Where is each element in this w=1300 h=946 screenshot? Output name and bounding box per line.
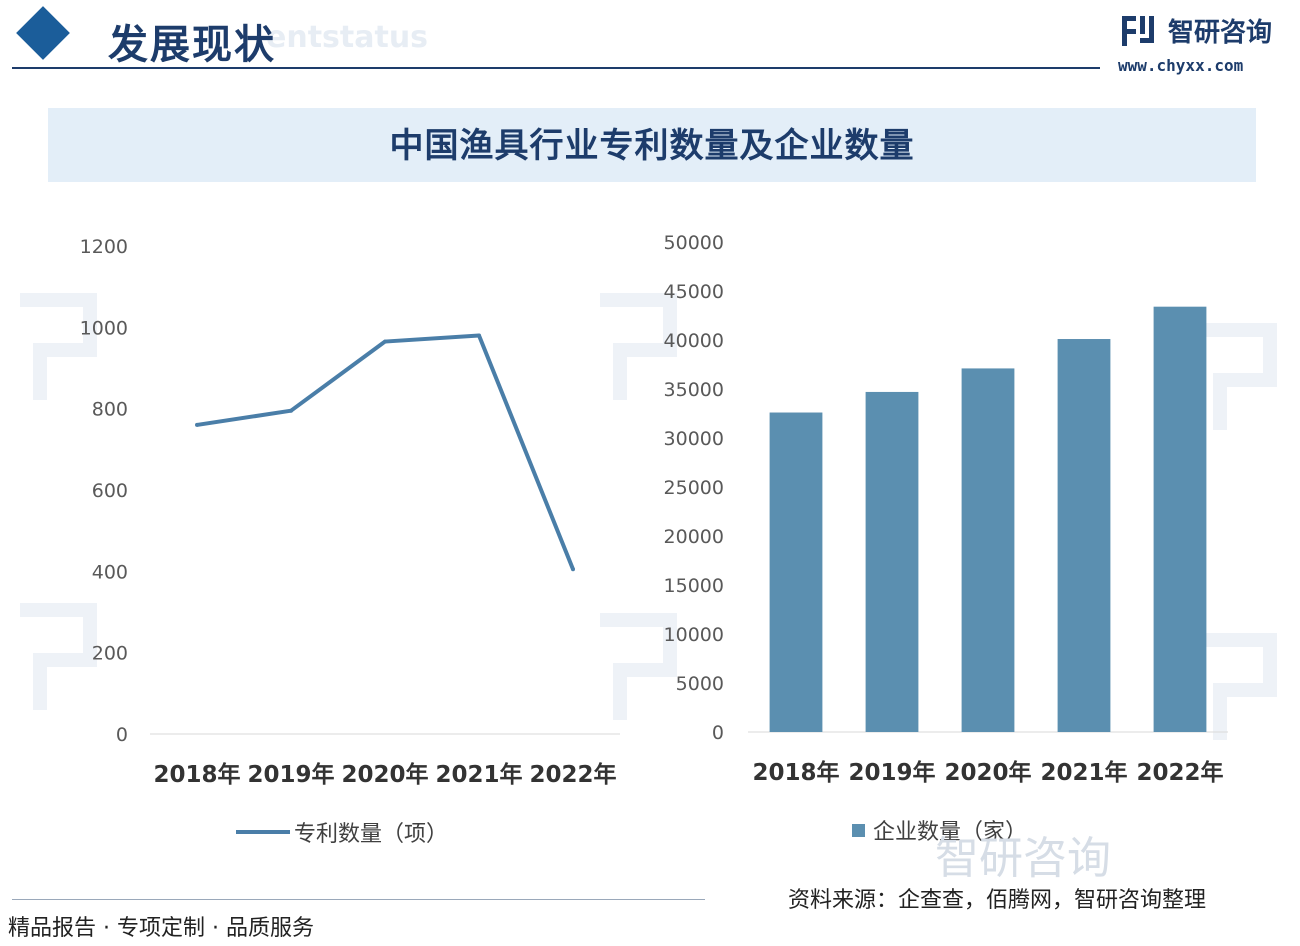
line-y-tick-label: 0	[116, 724, 128, 746]
bar-legend: 企业数量（家）	[852, 814, 1027, 846]
section-title: 发展现状	[108, 22, 276, 68]
bar-legend-swatch	[852, 823, 865, 837]
line-x-tick-label: 2019年	[247, 761, 334, 788]
line-legend-label: 专利数量（项）	[294, 822, 449, 847]
line-y-tick-label: 200	[92, 643, 128, 665]
header-divider	[12, 67, 1100, 69]
footer-watermark: 智研咨询	[935, 833, 1111, 884]
line-x-tick-label: 2021年	[435, 761, 522, 788]
bar-y-tick-label: 5000	[676, 673, 724, 695]
line-legend: 专利数量（项）	[236, 816, 448, 848]
brand-name: 智研咨询	[1168, 18, 1273, 48]
header-ghost-text: entstatus	[266, 20, 429, 55]
bar-y-tick-label: 0	[712, 722, 724, 744]
bar-x-tick-label: 2018年	[752, 759, 839, 786]
line-x-tick-label: 2022年	[529, 761, 616, 788]
brand-url: www.chyxx.com	[1118, 56, 1244, 75]
enterprise-count-bar	[1153, 306, 1207, 732]
bar-y-tick-label: 35000	[664, 379, 724, 401]
line-legend-swatch	[236, 830, 290, 834]
bar-y-tick-label: 10000	[664, 624, 724, 646]
patent-count-point	[289, 408, 293, 413]
line-y-tick-label: 1000	[80, 317, 128, 339]
bar-y-tick-label: 20000	[664, 526, 724, 548]
brand-logo: 智研咨询 www.chyxx.com	[1118, 12, 1272, 75]
bar-y-tick-label: 30000	[664, 428, 724, 450]
enterprise-count-bar	[865, 391, 919, 732]
bar-y-tick-label: 40000	[664, 330, 724, 352]
title-band	[48, 108, 1256, 182]
patent-count-point	[195, 422, 199, 427]
enterprise-count-bar	[961, 368, 1015, 732]
chart-title: 中国渔具行业专利数量及企业数量	[389, 126, 915, 166]
line-y-tick-label: 400	[92, 561, 128, 583]
line-y-tick-label: 1200	[80, 236, 128, 258]
bar-y-tick-label: 15000	[664, 575, 724, 597]
data-source: 资料来源：企查查，佰腾网，智研咨询整理	[788, 888, 1207, 913]
footer-divider	[12, 899, 705, 900]
bar-y-tick-label: 50000	[664, 232, 724, 254]
bar-x-tick-label: 2020年	[944, 759, 1031, 786]
patent-count-line	[196, 333, 575, 571]
patent-count-point	[383, 339, 387, 344]
brand-logo-icon	[1122, 16, 1154, 46]
bar-y-tick-label: 45000	[664, 281, 724, 303]
bar-y-tick-label: 25000	[664, 477, 724, 499]
patent-count-point	[571, 567, 575, 572]
bar-x-tick-label: 2022年	[1136, 759, 1223, 786]
line-x-tick-label: 2020年	[341, 761, 428, 788]
line-y-tick-label: 800	[92, 399, 128, 421]
bar-legend-label: 企业数量（家）	[873, 820, 1028, 845]
footer-slogan: 精品报告 · 专项定制 · 品质服务	[8, 916, 314, 941]
patent-count-point	[477, 333, 481, 338]
enterprise-count-bar	[1057, 339, 1111, 732]
bar-x-tick-label: 2021年	[1040, 759, 1127, 786]
line-x-tick-label: 2018年	[153, 761, 240, 788]
enterprise-count-bar	[769, 412, 823, 732]
line-y-tick-label: 600	[92, 480, 128, 502]
bar-x-tick-label: 2019年	[848, 759, 935, 786]
